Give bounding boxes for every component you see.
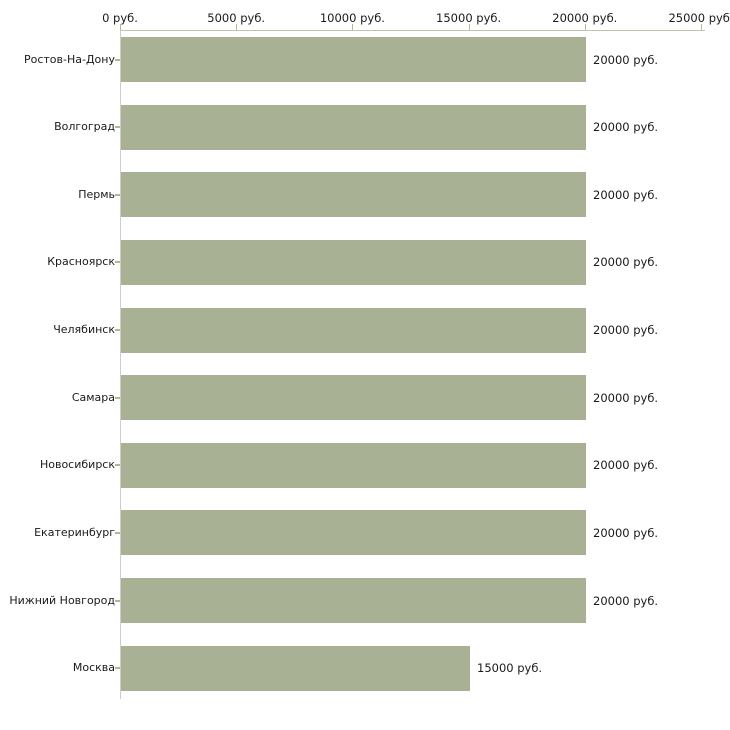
category-tick-mark xyxy=(115,667,120,670)
category-label: Екатеринбург xyxy=(34,525,115,539)
x-tick-mark xyxy=(352,24,353,30)
category-label: Ростов-На-Дону xyxy=(23,52,115,66)
bar xyxy=(121,239,586,285)
x-tick-mark xyxy=(469,24,470,30)
category-tick-mark xyxy=(115,261,120,264)
x-tick-label: 10000 руб. xyxy=(319,11,385,25)
bar-value-label: 20000 руб. xyxy=(593,593,659,608)
bar-value-label: 20000 руб. xyxy=(593,323,659,338)
category-tick-mark xyxy=(115,126,120,129)
x-tick-mark xyxy=(236,24,237,30)
x-tick-mark xyxy=(585,24,586,30)
category-label: Самара xyxy=(71,390,115,404)
bar xyxy=(121,172,586,218)
bar xyxy=(121,510,586,556)
bar xyxy=(121,104,586,150)
bar-value-label: 20000 руб. xyxy=(593,187,659,202)
bar-value-label: 20000 руб. xyxy=(593,52,659,67)
bar xyxy=(121,37,586,82)
category-label: Челябинск xyxy=(53,323,115,337)
category-tick-mark xyxy=(115,58,120,61)
bar xyxy=(121,578,586,624)
bar xyxy=(121,375,586,421)
category-label: Новосибирск xyxy=(39,458,115,472)
x-tick-label: 20000 руб. xyxy=(552,11,618,25)
category-tick-mark xyxy=(115,464,120,467)
x-tick-mark xyxy=(120,24,121,30)
category-label: Пермь xyxy=(78,187,115,201)
y-axis-line xyxy=(120,30,121,699)
bar-value-label: 20000 руб. xyxy=(593,458,659,473)
bar-value-label: 20000 руб. xyxy=(593,255,659,270)
bar-value-label: 15000 руб. xyxy=(477,661,543,676)
bar-value-label: 20000 руб. xyxy=(593,120,659,135)
x-axis-line xyxy=(120,30,705,31)
x-tick-label: 25000 руб. xyxy=(668,11,730,25)
category-label: Волгоград xyxy=(54,120,115,134)
bar xyxy=(121,307,586,353)
bar-value-label: 20000 руб. xyxy=(593,390,659,405)
x-tick-label: 0 руб. xyxy=(102,11,138,25)
x-tick-label: 15000 руб. xyxy=(436,11,502,25)
category-tick-mark xyxy=(115,396,120,399)
category-label: Москва xyxy=(72,661,115,675)
bar-value-label: 20000 руб. xyxy=(593,525,659,540)
x-tick-mark xyxy=(701,24,702,30)
x-tick-label: 5000 руб. xyxy=(207,11,266,25)
category-label: Нижний Новгород xyxy=(9,593,115,607)
bar xyxy=(121,442,586,488)
category-tick-mark xyxy=(115,193,120,196)
category-tick-mark xyxy=(115,329,120,332)
bar xyxy=(121,645,470,691)
category-tick-mark xyxy=(115,599,120,602)
category-tick-mark xyxy=(115,531,120,534)
category-label: Красноярск xyxy=(47,255,115,269)
